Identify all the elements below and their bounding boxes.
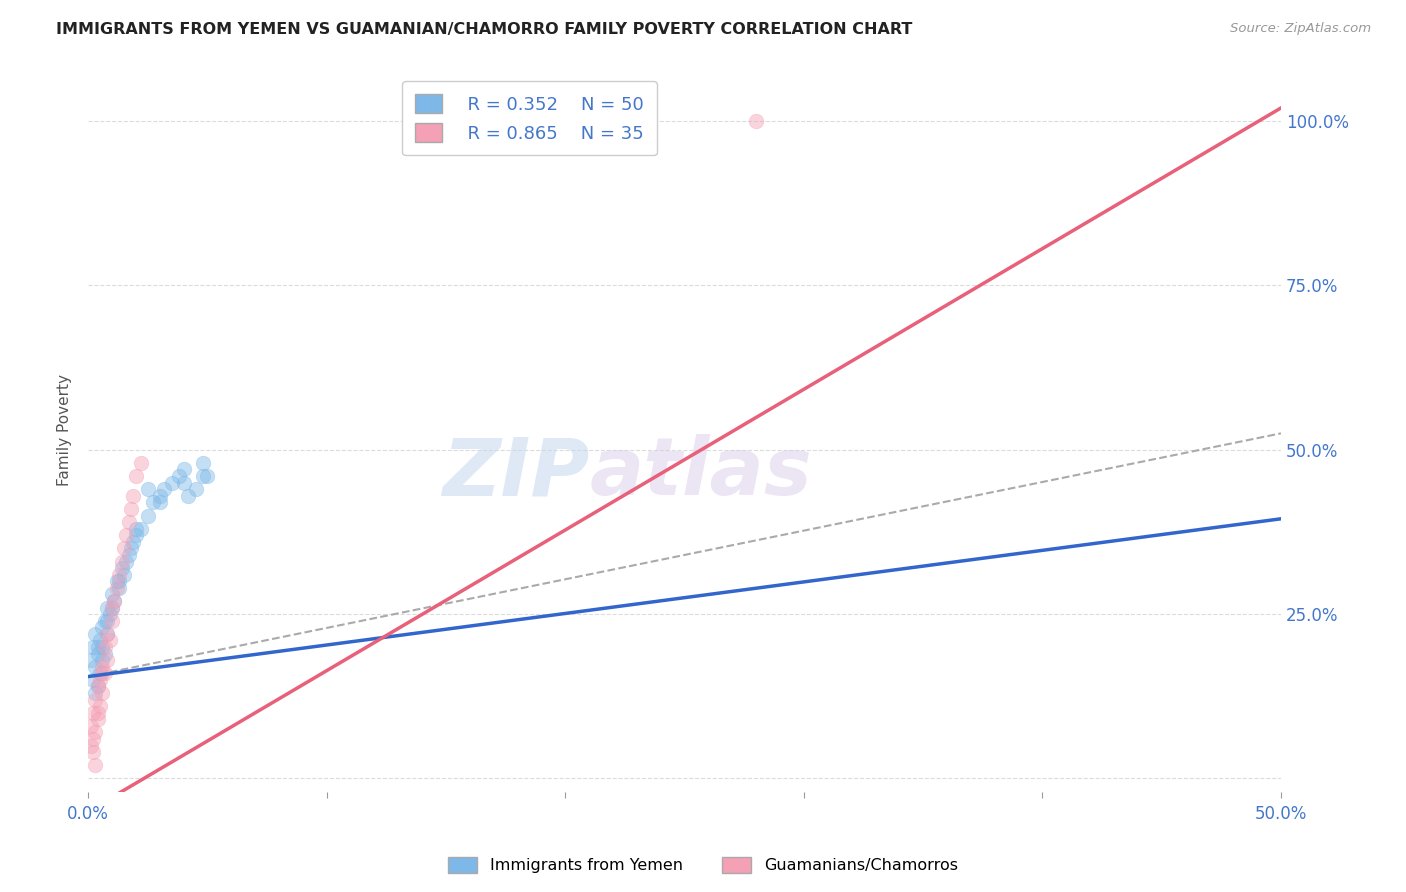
Point	[118, 548, 141, 562]
Point	[115, 555, 138, 569]
Point	[112, 567, 135, 582]
Point	[84, 627, 107, 641]
Point	[82, 745, 104, 759]
Point	[98, 633, 121, 648]
Point	[86, 680, 108, 694]
Point	[129, 456, 152, 470]
Point	[197, 469, 219, 483]
Point	[96, 653, 118, 667]
Point	[84, 725, 107, 739]
Point	[82, 731, 104, 746]
Point	[101, 600, 124, 615]
Point	[167, 469, 190, 483]
Point	[86, 647, 108, 661]
Point	[91, 640, 114, 654]
Point	[191, 469, 214, 483]
Point	[98, 607, 121, 621]
Point	[122, 534, 145, 549]
Point	[101, 614, 124, 628]
Point	[86, 712, 108, 726]
Point	[173, 475, 195, 490]
Y-axis label: Family Poverty: Family Poverty	[58, 374, 72, 486]
Point	[84, 659, 107, 673]
Text: ZIP: ZIP	[441, 434, 589, 512]
Point	[136, 482, 159, 496]
Point	[79, 739, 101, 753]
Point	[101, 600, 124, 615]
Point	[118, 515, 141, 529]
Point	[91, 620, 114, 634]
Point	[86, 680, 108, 694]
Point	[96, 627, 118, 641]
Point	[101, 587, 124, 601]
Point	[86, 640, 108, 654]
Point	[89, 673, 111, 687]
Point	[108, 581, 131, 595]
Point	[108, 567, 131, 582]
Point	[745, 114, 768, 128]
Point	[96, 627, 118, 641]
Point	[94, 666, 117, 681]
Point	[91, 666, 114, 681]
Point	[112, 541, 135, 556]
Point	[177, 489, 200, 503]
Point	[89, 666, 111, 681]
Point	[120, 502, 142, 516]
Point	[82, 706, 104, 720]
Point	[79, 653, 101, 667]
Point	[91, 659, 114, 673]
Point	[136, 508, 159, 523]
Text: IMMIGRANTS FROM YEMEN VS GUAMANIAN/CHAMORRO FAMILY POVERTY CORRELATION CHART: IMMIGRANTS FROM YEMEN VS GUAMANIAN/CHAMO…	[56, 22, 912, 37]
Point	[84, 692, 107, 706]
Point	[149, 495, 172, 509]
Point	[191, 456, 214, 470]
Point	[96, 600, 118, 615]
Point	[153, 482, 176, 496]
Point	[103, 594, 125, 608]
Point	[142, 495, 165, 509]
Point	[129, 522, 152, 536]
Point	[105, 581, 128, 595]
Text: Source: ZipAtlas.com: Source: ZipAtlas.com	[1230, 22, 1371, 36]
Point	[122, 489, 145, 503]
Legend:   R = 0.352    N = 50,   R = 0.865    N = 35: R = 0.352 N = 50, R = 0.865 N = 35	[402, 81, 657, 155]
Point	[82, 673, 104, 687]
Point	[79, 719, 101, 733]
Point	[120, 541, 142, 556]
Point	[94, 647, 117, 661]
Point	[149, 489, 172, 503]
Legend: Immigrants from Yemen, Guamanians/Chamorros: Immigrants from Yemen, Guamanians/Chamor…	[441, 850, 965, 880]
Point	[84, 686, 107, 700]
Point	[105, 574, 128, 589]
Point	[115, 528, 138, 542]
Point	[125, 528, 148, 542]
Point	[89, 699, 111, 714]
Point	[184, 482, 207, 496]
Point	[108, 574, 131, 589]
Point	[125, 469, 148, 483]
Point	[94, 640, 117, 654]
Text: atlas: atlas	[589, 434, 811, 512]
Point	[91, 686, 114, 700]
Point	[173, 462, 195, 476]
Point	[82, 640, 104, 654]
Point	[91, 653, 114, 667]
Point	[94, 614, 117, 628]
Point	[160, 475, 183, 490]
Point	[125, 522, 148, 536]
Point	[110, 561, 132, 575]
Point	[86, 706, 108, 720]
Point	[89, 633, 111, 648]
Point	[110, 555, 132, 569]
Point	[96, 614, 118, 628]
Point	[103, 594, 125, 608]
Point	[84, 758, 107, 772]
